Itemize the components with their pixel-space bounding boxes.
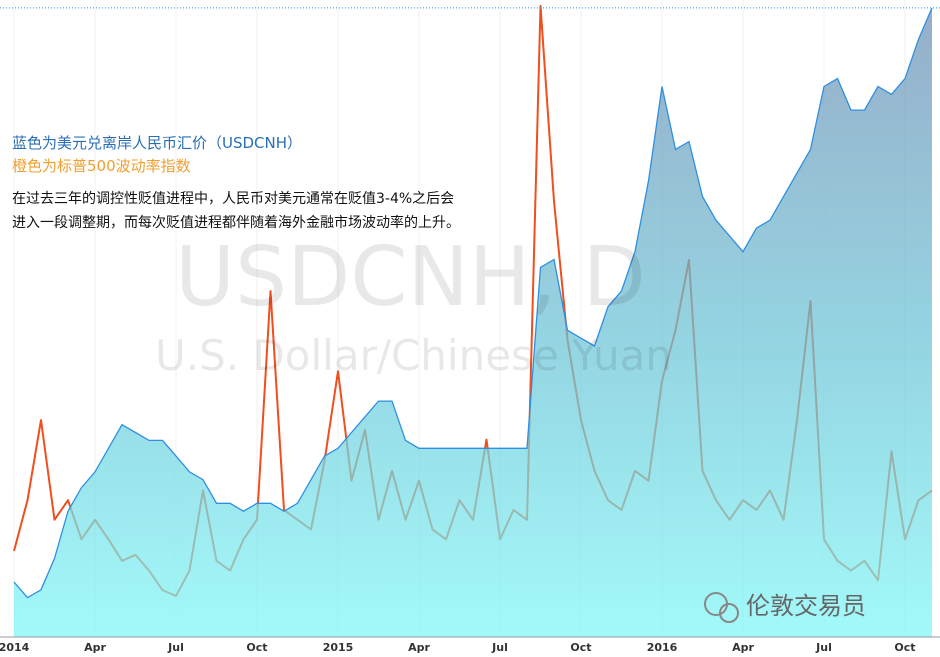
x-tick-label: 2016 bbox=[647, 641, 678, 654]
x-tick-label: Oct bbox=[894, 641, 915, 654]
annotation: 进入一段调整期，而每次贬值进程都伴随着海外金融市场波动率的上升。 bbox=[12, 214, 460, 231]
x-tick-label: Oct bbox=[570, 641, 591, 654]
logo: 伦敦交易员 bbox=[704, 592, 866, 623]
x-tick-label: Apr bbox=[84, 641, 106, 654]
x-tick-label: Jul bbox=[167, 641, 184, 654]
plot bbox=[0, 0, 940, 637]
area bbox=[14, 7, 932, 637]
legend-entry: 橙色为标普500波动率指数 bbox=[12, 157, 191, 175]
annotation: 在过去三年的调控性贬值进程中，人民币对美元通常在贬值3-4%之后会 bbox=[12, 191, 454, 207]
x-tick-label: Oct bbox=[246, 641, 267, 654]
area-line bbox=[13, 7, 933, 599]
watermark: U.S. Dollar/Chinese Yuan bbox=[155, 331, 672, 380]
watermark: USDCNH, D bbox=[175, 230, 646, 325]
x-tick-label: Jul bbox=[815, 641, 832, 654]
x-tick-label: 2014 bbox=[0, 641, 30, 654]
x-tick-label: Jul bbox=[491, 641, 508, 654]
source: 伦敦交易员 bbox=[746, 592, 866, 620]
legend-entry: 蓝色为美元兑离岸人民币汇价（USDCNH） bbox=[12, 134, 302, 152]
logo-icon bbox=[719, 603, 739, 623]
x-tick-label: Apr bbox=[732, 641, 754, 654]
x-tick-label: Apr bbox=[408, 641, 430, 654]
x-tick-label: 2015 bbox=[323, 641, 354, 654]
